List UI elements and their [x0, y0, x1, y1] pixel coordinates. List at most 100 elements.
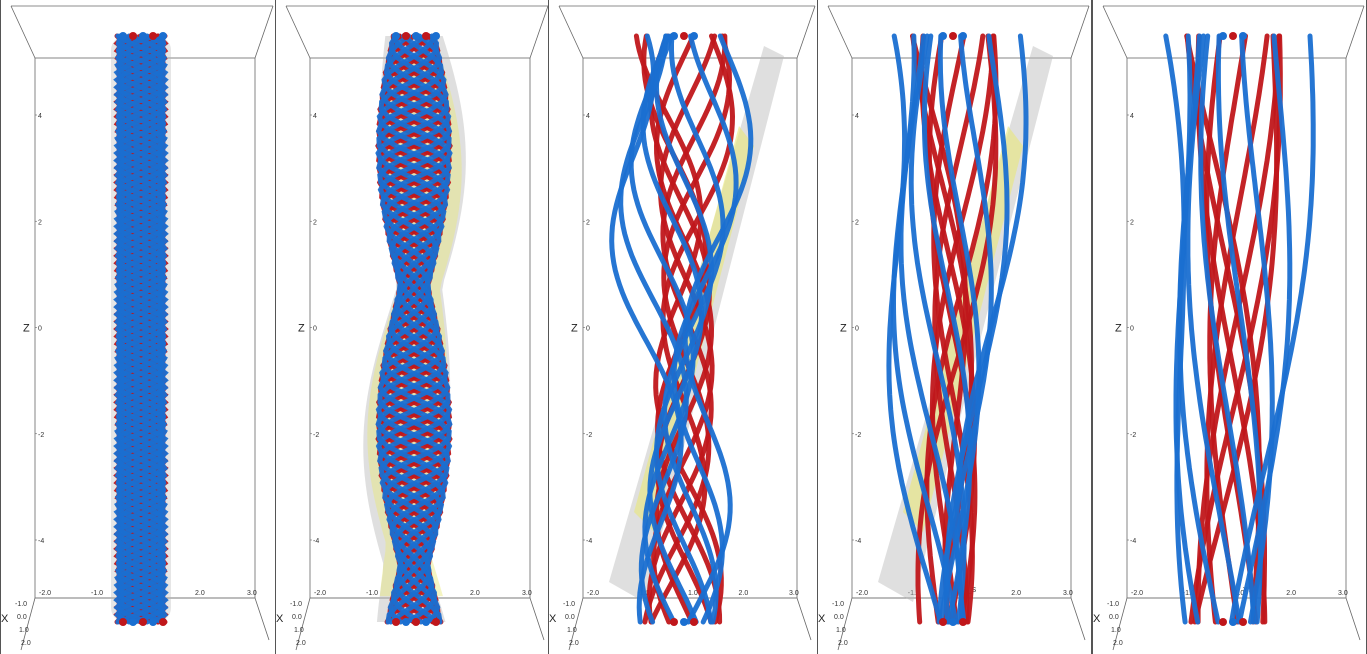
depth-tick-label: 1.0: [836, 627, 846, 634]
tube-end-sphere: [412, 32, 420, 40]
tube-end-sphere: [959, 32, 967, 40]
z-tick-label: 4: [855, 113, 859, 120]
panel-canvas: 420-2-4Z-2.0 -1.0 1.0 2.0 3.0-1.00.01.02.0X: [549, 5, 816, 651]
red-field-tube: [1195, 33, 1282, 625]
frame-edge: [1070, 597, 1086, 641]
red-field-tube: [924, 33, 999, 625]
frame-edge: [295, 597, 311, 651]
z-tick-label: -4: [586, 538, 592, 545]
z-tick-label: 2: [855, 219, 859, 226]
blue-field-tube: [1236, 33, 1293, 625]
frame-edge: [796, 597, 812, 641]
depth-tick-label: 2.0: [21, 640, 31, 647]
x-tick-label: -2.0: [314, 590, 326, 597]
z-tick-label: -2: [1130, 432, 1136, 439]
tube-end-sphere: [392, 32, 400, 40]
panel-5: 4 2 0 -2 -4 Z -2.0 -1.0 1.0 2.0 3.0 -1.0 0.0 1.0 2.0 X Y…: [1092, 0, 1367, 654]
blue-field-tube: [376, 33, 453, 625]
frame-edge: [558, 5, 584, 59]
panel-canvas: 420-2-4Z-2.0 -1. 1. 2.0 3.0-1.00.01.02.0XA_S: [818, 5, 1090, 651]
tube-end-sphere: [1239, 32, 1247, 40]
z-tick-label: 2: [38, 219, 42, 226]
depth-tick-label: 0.0: [834, 614, 844, 621]
tube-end-sphere: [949, 32, 957, 40]
frame-edge: [1112, 597, 1128, 651]
x-tick-label: -1.0: [366, 590, 378, 597]
blue-field-tube: [662, 33, 726, 625]
z-tick-label: -2: [313, 432, 319, 439]
x-tick-label: 3.0: [1063, 590, 1073, 597]
depth-tick-label: 1.0: [19, 627, 29, 634]
blue-field-tube: [377, 33, 453, 625]
tube-end-sphere: [670, 618, 678, 626]
panel-2: 4 2 0 -2 -4 Z -2.0 -1.0 1.0 2.0 3.0 -1.0 0.0 1.0 2.0 X: [275, 0, 551, 654]
tube-end-sphere: [119, 618, 127, 626]
z-tick-label: -2: [855, 432, 861, 439]
x-tick-label: -1.0: [1183, 590, 1195, 597]
frame-edge: [1345, 5, 1365, 59]
panel-canvas: 420-2-4Z-2.0 -1.0 1.0 2.0 3.0-1.00.01.02.0X: [276, 5, 549, 651]
tube-end-sphere: [1229, 618, 1237, 626]
z-tick-label: -4: [38, 538, 44, 545]
blue-field-tube: [682, 33, 754, 625]
tube-end-sphere: [159, 32, 167, 40]
depth-tick-label: -1.0: [563, 601, 575, 608]
panel-canvas: 420-2-4Z-2.0 -1.0 1.0 2.0 3.0-1.00.01.02.0XY…: [1093, 5, 1365, 651]
tube-end-sphere: [670, 32, 678, 40]
x-tick-label: 1.0: [1235, 590, 1245, 597]
z-axis-label: Z: [298, 323, 305, 335]
x-tick-label: 2.0: [1286, 590, 1296, 597]
frame-edge: [827, 5, 853, 59]
frame-edge: [254, 5, 274, 59]
tube-end-sphere: [129, 32, 137, 40]
tube-end-sphere: [402, 618, 410, 626]
frame-edge: [529, 597, 545, 641]
x-tick-label: -2.0: [587, 590, 599, 597]
depth-tick-label: -1.0: [290, 601, 302, 608]
panel-1: 4 2 0 -2 -4 Z -2.0 -1.0 1.0 2.0 3.0 -1.0 0.0 1.0 2.0 X: [0, 0, 276, 654]
tube-end-sphere: [1219, 32, 1227, 40]
tube-end-sphere: [422, 618, 430, 626]
z-tick-label: 0: [855, 326, 859, 333]
depth-tick-label: 0.0: [1109, 614, 1119, 621]
z-tick-label: 0: [1130, 326, 1134, 333]
z-tick-label: 0: [38, 326, 42, 333]
x-tick-label: 3.0: [789, 590, 799, 597]
tube-end-sphere: [939, 32, 947, 40]
depth-tick-label: -1.0: [1107, 601, 1119, 608]
frame-edge: [20, 597, 36, 651]
frame-edge: [529, 5, 549, 59]
blue-field-tube: [1229, 33, 1316, 625]
blue-field-tube: [653, 33, 715, 625]
blue-field-tube: [937, 33, 982, 625]
blue-field-tube: [375, 33, 452, 625]
frame-edge: [1102, 5, 1128, 59]
z-tick-label: 4: [38, 113, 42, 120]
x-tick-label: -2.0: [39, 590, 51, 597]
blue-field-tube: [1185, 33, 1242, 625]
blue-field-tube: [377, 33, 453, 625]
z-tick-label: -2: [586, 432, 592, 439]
tube-end-sphere: [392, 618, 400, 626]
x-tick-label: 3.0: [1338, 590, 1348, 597]
x-axis-label: X: [1, 613, 9, 625]
x-tick-label: 3.0: [247, 590, 257, 597]
red-field-tube: [930, 33, 996, 625]
tube-end-sphere: [1219, 618, 1227, 626]
depth-tick-label: 2.0: [838, 640, 848, 647]
panel-canvas: 420-2-4Z-2.0 -1.0 1.0 2.0 3.0-1.00.01.02.0X: [1, 5, 274, 651]
tube-end-sphere: [939, 618, 947, 626]
tube-end-sphere: [422, 32, 430, 40]
tube-end-sphere: [949, 618, 957, 626]
blue-field-tube: [113, 33, 169, 625]
frame-edge: [285, 5, 311, 59]
blue-field-tube: [671, 33, 739, 625]
z-axis-label: Z: [23, 323, 30, 335]
x-axis-label: X: [549, 613, 557, 625]
frame-edge: [1070, 5, 1090, 59]
frame-edge: [796, 5, 816, 59]
z-tick-label: 2: [313, 219, 317, 226]
panel-3: 4 2 0 -2 -4 Z -2.0 -1.0 1.0 2.0 3.0 -1.0 0.0 1.0 2.0 X: [548, 0, 818, 654]
blue-field-tube: [113, 33, 169, 625]
